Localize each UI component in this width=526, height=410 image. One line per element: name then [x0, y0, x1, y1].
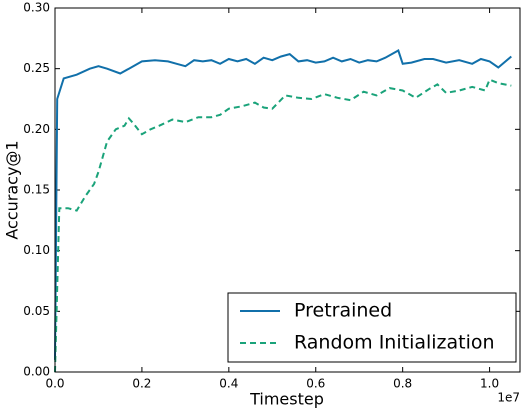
x-tick-label: 0.8 [393, 377, 412, 391]
y-tick-label: 0.20 [23, 122, 50, 136]
legend-box [227, 292, 517, 363]
x-tick-label: 0.2 [132, 377, 151, 391]
series-line [54, 49, 512, 360]
x-tick-label: 0.6 [306, 377, 325, 391]
x-tick-label: 0.0 [45, 377, 64, 391]
y-tick-label: 0.10 [23, 243, 50, 257]
x-axis-label: Timestep [249, 390, 324, 409]
y-tick-label: 0.00 [23, 365, 50, 379]
x-offset-label: 1e7 [497, 391, 520, 405]
legend-label: Random Initialization [294, 332, 495, 354]
y-tick-label: 0.25 [23, 61, 50, 75]
legend-label: Pretrained [294, 300, 392, 322]
y-tick-label: 0.05 [23, 304, 50, 318]
y-axis-label: Accuracy@1 [3, 140, 22, 239]
plot-frame [54, 7, 521, 373]
y-tick-label: 0.30 [23, 1, 50, 15]
x-tick-label: 1.0 [480, 377, 499, 391]
series-line [54, 78, 512, 373]
x-tick-label: 0.4 [219, 377, 238, 391]
y-tick-label: 0.15 [23, 183, 50, 197]
